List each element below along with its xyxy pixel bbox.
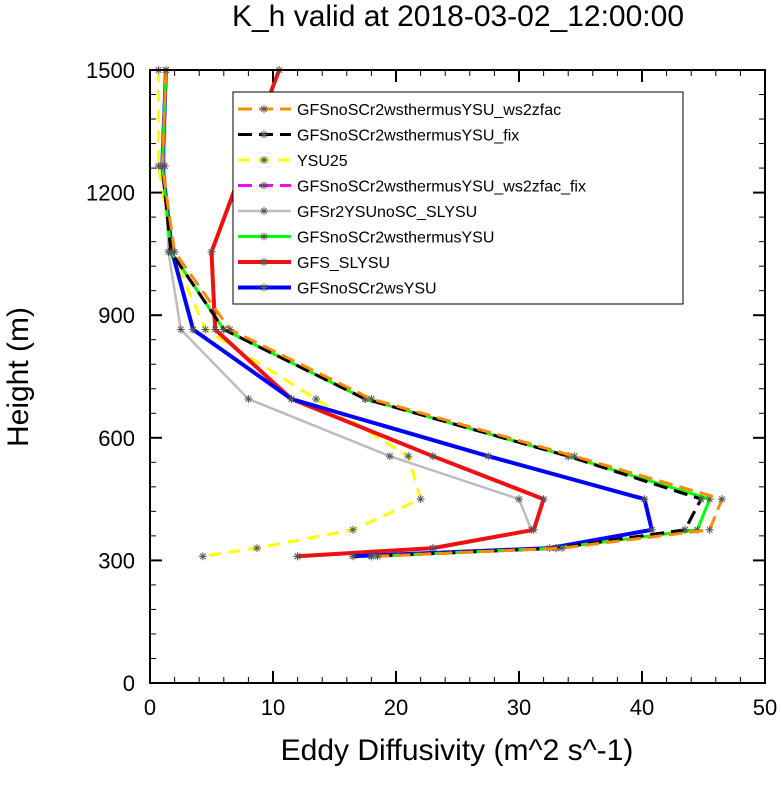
y-tick-label: 0 <box>123 671 135 696</box>
legend-item: GFSr2YSUnoSC_SLYSU <box>238 204 477 221</box>
legend-item: GFSnoSCr2wsthermusYSU <box>238 230 494 247</box>
data-point <box>529 525 538 534</box>
data-point <box>484 452 493 461</box>
x-axis-label: Eddy Diffusivity (m^2 s^-1) <box>281 734 634 767</box>
legend-item: GFSnoSCr2wsthermusYSU_ws2zfac <box>238 102 561 119</box>
data-point <box>198 552 207 561</box>
legend-marker <box>260 181 268 190</box>
legend-item: YSU25 <box>238 153 348 170</box>
legend-item: GFS_SLYSU <box>238 255 390 272</box>
y-tick-label: 600 <box>98 426 135 451</box>
data-point <box>404 452 413 461</box>
legend-marker <box>260 283 268 292</box>
data-point <box>189 325 198 334</box>
data-point <box>211 325 220 334</box>
legend: GFSnoSCr2wsthermusYSU_ws2zfac GFSnoSCr2ws… <box>232 91 684 305</box>
legend-marker <box>260 232 268 241</box>
data-point <box>717 495 726 504</box>
data-point <box>201 325 210 334</box>
data-point <box>207 247 216 256</box>
x-tick-label: 40 <box>630 695 654 720</box>
data-point <box>373 552 382 561</box>
data-point <box>697 495 706 504</box>
legend-label: GFSnoSCr2wsthermusYSU <box>297 230 494 247</box>
data-point <box>367 552 376 561</box>
axis-ticks: 0 10 20 30 40 50 0 300 600 900 1200 1500 <box>86 58 777 720</box>
legend-marker <box>260 156 268 164</box>
legend-box <box>232 91 684 305</box>
y-tick-label: 1200 <box>86 181 135 206</box>
legend-label: GFSr2YSUnoSC_SLYSU <box>297 204 477 221</box>
legend-label: YSU25 <box>297 153 348 170</box>
series-GFSnoSCr2wsthermusYSU_ws2zfac <box>158 66 726 561</box>
data-point <box>570 452 579 461</box>
data-point <box>348 552 357 561</box>
data-point <box>647 525 656 534</box>
data-point <box>225 325 234 334</box>
chart-title: K_h valid at 2018-03-02_12:00:00 <box>232 0 684 33</box>
data-point <box>515 495 523 504</box>
data-point <box>287 394 296 403</box>
y-tick-label: 300 <box>98 548 135 573</box>
data-point <box>312 394 321 403</box>
data-point <box>253 544 262 553</box>
y-axis-label: Height (m) <box>2 307 35 447</box>
y-tick-label: 1500 <box>86 58 135 83</box>
legend-label: GFSnoSCr2wsYSU <box>297 281 437 298</box>
y-tick-label: 900 <box>98 303 135 328</box>
x-tick-label: 30 <box>507 695 531 720</box>
plot-frame <box>149 69 766 684</box>
legend-marker <box>260 105 268 113</box>
data-point <box>681 525 690 534</box>
series-line <box>160 69 724 558</box>
data-point <box>348 525 357 534</box>
data-point <box>170 247 179 256</box>
series-layer <box>154 66 726 561</box>
data-point <box>158 162 167 171</box>
data-point <box>428 452 437 461</box>
legend-label: GFSnoSCr2wsthermusYSU_ws2zfac <box>297 102 561 119</box>
legend-marker <box>260 258 268 266</box>
legend-item: GFSnoSCr2wsthermusYSU_ws2zfac_fix <box>238 179 586 196</box>
data-point <box>367 394 376 403</box>
legend-item: GFSnoSCr2wsYSU <box>238 281 437 298</box>
legend-marker <box>260 130 268 139</box>
legend-label: GFS_SLYSU <box>297 255 390 272</box>
data-point <box>539 495 548 504</box>
x-tick-label: 10 <box>261 695 285 720</box>
series-line <box>160 69 703 558</box>
data-point <box>385 452 394 461</box>
data-point <box>640 495 649 504</box>
x-tick-label: 0 <box>144 695 156 720</box>
data-point <box>416 495 425 504</box>
legend-label: GFSnoSCr2wsthermusYSU_ws2zfac_fix <box>297 179 586 196</box>
x-tick-label: 20 <box>384 695 408 720</box>
data-point <box>293 552 302 561</box>
data-point <box>244 394 253 403</box>
legend-marker <box>260 207 268 215</box>
data-point <box>428 544 437 553</box>
data-point <box>558 544 567 553</box>
data-point <box>176 325 185 334</box>
legend-label: GFSnoSCr2wsthermusYSU_fix <box>297 128 519 145</box>
data-point <box>705 525 714 534</box>
x-tick-label: 50 <box>753 695 777 720</box>
legend-item: GFSnoSCr2wsthermusYSU_fix <box>238 128 519 145</box>
